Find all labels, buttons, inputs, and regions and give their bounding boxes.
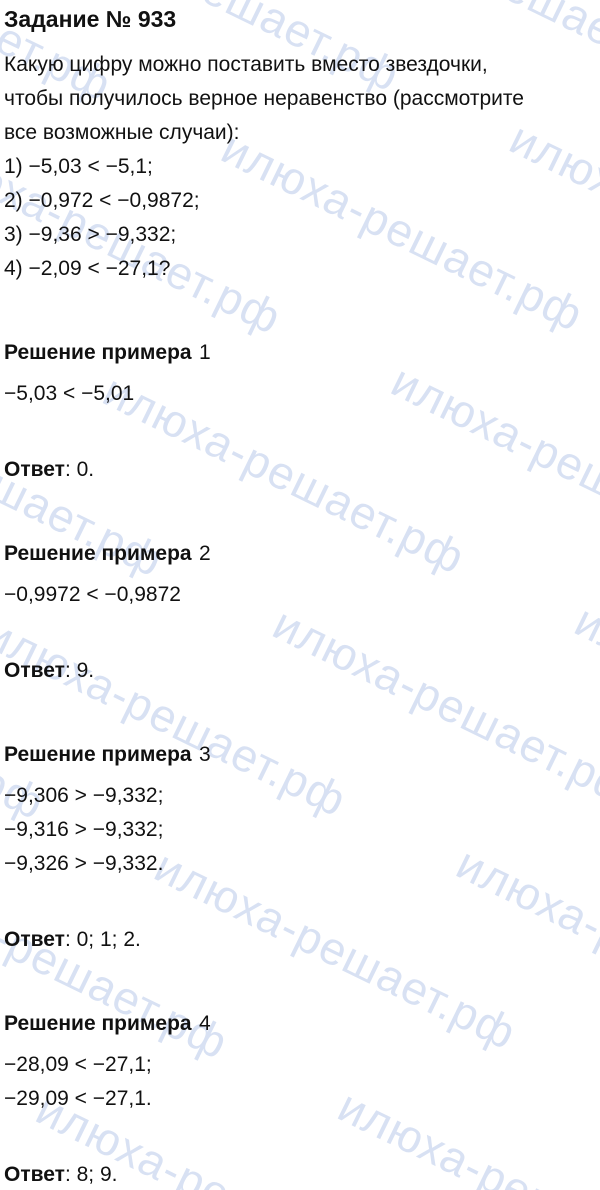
solution-heading-number: 3 [198, 743, 211, 766]
answer-line: Ответ: 0; 1; 2. [4, 923, 600, 957]
answer-label: Ответ [4, 928, 65, 951]
answer-label: Ответ [4, 458, 65, 481]
solution-line: −5,03 < −5,01 [4, 382, 135, 405]
solution-block-4: Решение примера 4 −28,09 < −27,1; −29,09 … [4, 1007, 600, 1190]
solution-heading: Решение примера 3 [4, 738, 600, 772]
answer-value: : 9. [64, 659, 95, 682]
task-item-4: 4) −2,09 < −27,1? [4, 257, 171, 280]
answer-value: : 0. [64, 458, 95, 481]
solution-line: −9,326 > −9,332. [4, 852, 164, 875]
answer-value: : 0; 1; 2. [64, 928, 141, 951]
task-item-1: 1) −5,03 < −5,1; [4, 155, 153, 178]
solution-heading-label: Решение примера [4, 743, 192, 766]
task-question: Какую цифру можно поставить вместо звезд… [4, 48, 600, 150]
solution-line: −28,09 < −27,1; [4, 1053, 152, 1076]
solution-heading-label: Решение примера [4, 542, 192, 565]
task-item-2: 2) −0,972 < −0,9872; [4, 189, 200, 212]
solution-heading-number: 2 [198, 542, 211, 565]
answer-label: Ответ [4, 1163, 65, 1186]
solution-line: −9,306 > −9,332; [4, 784, 164, 807]
solution-heading-label: Решение примера [4, 341, 192, 364]
task-item-3: 3) −9,36 > −9,332; [4, 223, 177, 246]
solution-heading: Решение примера 1 [4, 336, 600, 370]
task-items: 1) −5,03 < −5,1; 2) −0,972 < −0,9872; 3)… [4, 150, 600, 286]
solution-block-2: Решение примера 2 −0,9972 < −0,9872 Ответ… [4, 537, 600, 688]
solution-line: −0,9972 < −0,9872 [4, 583, 181, 606]
question-line: все возможные случаи): [4, 121, 240, 144]
solution-heading-label: Решение примера [4, 1012, 192, 1035]
solution-heading: Решение примера 4 [4, 1007, 600, 1041]
solution-line: −9,316 > −9,332; [4, 818, 164, 841]
answer-line: Ответ: 8; 9. [4, 1158, 600, 1190]
task-title: Задание № 933 [4, 6, 177, 32]
solution-block-1: Решение примера 1 −5,03 < −5,01 Ответ: 0. [4, 336, 600, 487]
answer-line: Ответ: 0. [4, 453, 600, 487]
solution-heading-number: 4 [198, 1012, 211, 1035]
solution-line: −29,09 < −27,1. [4, 1087, 152, 1110]
answer-line: Ответ: 9. [4, 654, 600, 688]
solution-heading-number: 1 [198, 341, 211, 364]
solution-heading: Решение примера 2 [4, 537, 600, 571]
question-line: Какую цифру можно поставить вместо звезд… [4, 53, 488, 76]
solution-block-3: Решение примера 3 −9,306 > −9,332; −9,316… [4, 738, 600, 957]
question-line: чтобы получилось верное неравенство (рас… [4, 87, 524, 110]
answer-label: Ответ [4, 659, 65, 682]
answer-value: : 8; 9. [64, 1163, 118, 1186]
